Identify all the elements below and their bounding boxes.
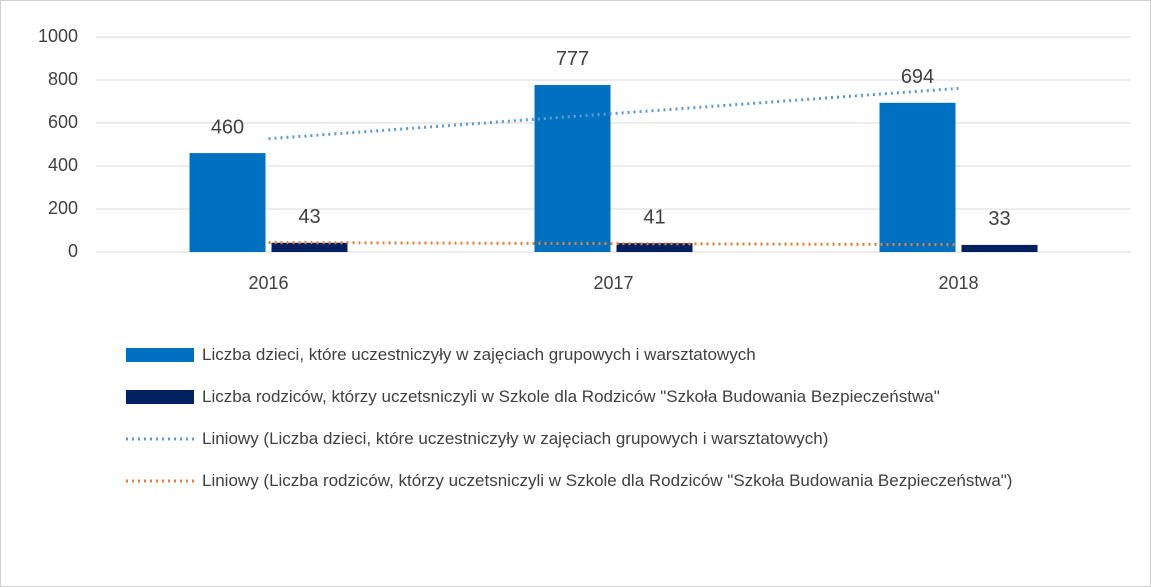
bar (271, 242, 348, 252)
legend-label: Liniowy (Liczba rodziców, którzy uczetsn… (202, 471, 1013, 490)
x-tick-label: 2016 (248, 273, 288, 293)
bar (961, 244, 1038, 252)
swatch-bar (126, 390, 194, 404)
x-tick-label: 2017 (593, 273, 633, 293)
trend-line (268, 86, 959, 141)
data-label: 694 (901, 66, 934, 88)
legend-swatch (126, 437, 194, 441)
legend-item: Liniowy (Liczba rodziców, którzy uczetsn… (126, 467, 1086, 495)
legend-swatch (126, 390, 194, 404)
legend-swatch (126, 348, 194, 362)
data-label: 33 (988, 208, 1010, 230)
y-tick-label: 400 (48, 155, 78, 175)
y-tick-label: 0 (68, 241, 78, 261)
swatch-bar (126, 348, 194, 362)
legend-label: Liczba rodziców, którzy uczetsniczyli w … (202, 387, 940, 406)
legend-label: Liniowy (Liczba dzieci, które uczestnicz… (202, 429, 829, 448)
bar (879, 102, 956, 252)
legend-item: Liczba rodziców, którzy uczetsniczyli w … (126, 383, 1086, 411)
bar (616, 243, 693, 252)
bar (189, 153, 266, 252)
data-label: 777 (556, 48, 589, 70)
legend-swatch (126, 479, 194, 483)
trend-line (268, 241, 959, 247)
legend-item: Liczba dzieci, które uczestniczyły w zaj… (126, 341, 1086, 369)
data-label: 460 (211, 116, 244, 138)
data-label: 41 (643, 206, 665, 228)
y-tick-label: 1000 (38, 26, 78, 46)
y-tick-label: 800 (48, 69, 78, 89)
legend-label: Liczba dzieci, które uczestniczyły w zaj… (202, 345, 756, 364)
bar (534, 84, 611, 252)
legend-item: Liniowy (Liczba dzieci, które uczestnicz… (126, 425, 1086, 453)
y-tick-label: 600 (48, 112, 78, 132)
data-label: 43 (298, 206, 320, 228)
legend: Liczba dzieci, które uczestniczyły w zaj… (126, 341, 1086, 509)
x-tick-label: 2018 (938, 273, 978, 293)
y-tick-label: 200 (48, 198, 78, 218)
